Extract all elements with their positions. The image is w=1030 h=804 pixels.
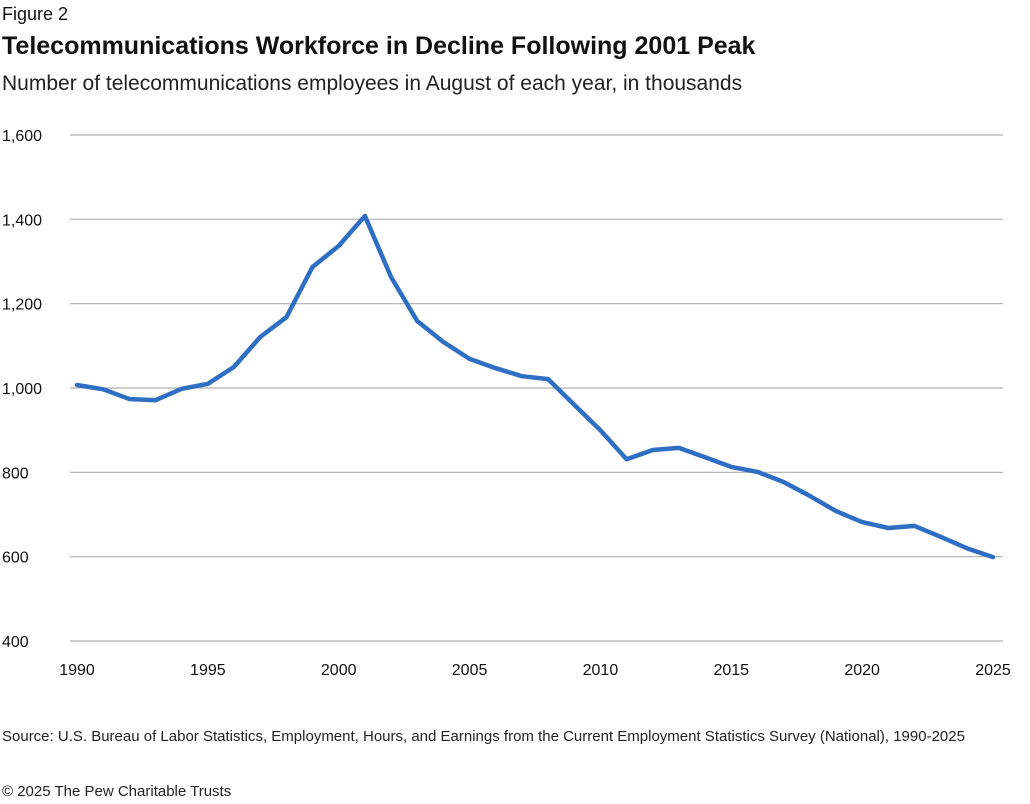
- y-tick-label: 1,400: [2, 212, 42, 229]
- line-chart: 1,600 1,400 1,200 1,000 800 600 400 1990 1995 200…: [2, 128, 1011, 679]
- x-tick-label: 2020: [844, 662, 880, 679]
- series-line: [74, 213, 996, 560]
- y-tick-label: 800: [2, 465, 29, 482]
- y-tick-label: 1,200: [2, 297, 42, 314]
- x-tick-label: 2010: [583, 662, 619, 679]
- x-tick-label: 2025: [975, 662, 1011, 679]
- y-tick-label: 1,600: [2, 128, 42, 145]
- x-tick-label: 2015: [713, 662, 749, 679]
- x-tick-label: 2005: [452, 662, 488, 679]
- chart-subtitle: Number of telecommunications employees i…: [2, 72, 743, 95]
- x-tick-label: 2000: [321, 662, 357, 679]
- y-tick-label: 600: [2, 550, 29, 567]
- x-tick-label: 1990: [59, 662, 95, 679]
- y-tick-label: 400: [2, 634, 29, 651]
- figure-label: Figure 2: [2, 4, 69, 24]
- source-note: Source: U.S. Bureau of Labor Statistics,…: [2, 728, 965, 745]
- chart-title: Telecommunications Workforce in Decline …: [2, 32, 756, 60]
- x-tick-label: 1995: [190, 662, 226, 679]
- copyright: © 2025 The Pew Charitable Trusts: [2, 783, 232, 800]
- y-tick-label: 1,000: [2, 381, 42, 398]
